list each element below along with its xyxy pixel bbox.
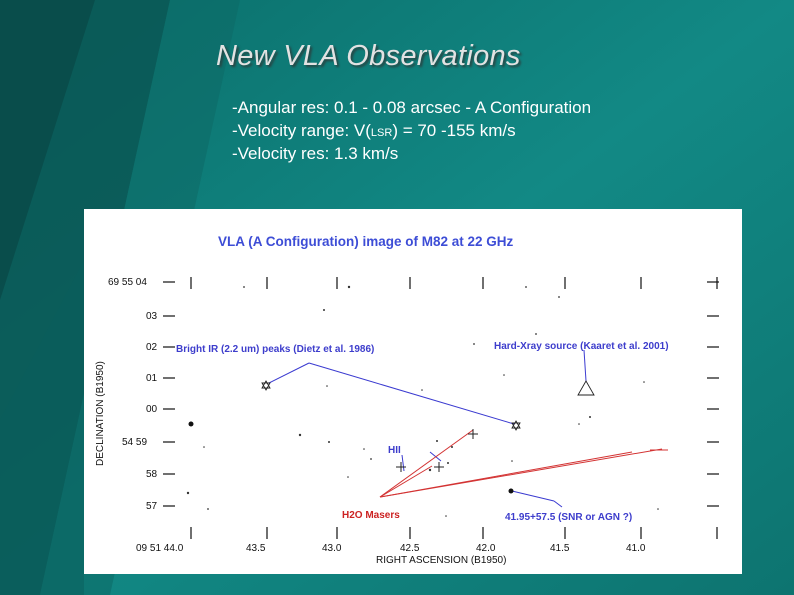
x-axis-label: RIGHT ASCENSION (B1950) — [376, 555, 506, 566]
y-tick-label: 01 — [146, 373, 158, 384]
x-tick-marks — [190, 277, 718, 539]
triangle-icon — [577, 380, 595, 396]
snr-agn-label: 41.95+57.5 (SNR or AGN ?) — [505, 512, 632, 523]
xray-pointer-line — [583, 349, 587, 382]
vla-map-figure: VLA (A Configuration) image of M82 at 22… — [84, 209, 742, 574]
y-tick-label: 54 59 — [122, 437, 147, 448]
x-tick-label: 41.0 — [626, 543, 646, 554]
snr-pointer-line — [511, 490, 563, 508]
x-tick-label: 42.0 — [476, 543, 496, 554]
bullet-velocity-resolution: -Velocity res: 1.3 km/s — [232, 144, 399, 163]
star-of-david-icon — [511, 420, 521, 431]
y-tick-label: 03 — [146, 311, 158, 322]
dot-icon — [188, 421, 194, 427]
y-tick-label: 58 — [146, 469, 158, 480]
noise-specks — [186, 285, 659, 517]
h2o-masers-label: H2O Masers — [342, 510, 400, 521]
x-tick-label: 41.5 — [550, 543, 570, 554]
figure-title: VLA (A Configuration) image of M82 at 22… — [218, 234, 514, 249]
x-tick-label: 42.5 — [400, 543, 420, 554]
dot-icon — [508, 488, 514, 494]
plus-icon — [396, 462, 406, 472]
star-of-david-icon — [261, 380, 271, 391]
hii-label: HII — [388, 445, 401, 456]
x-tick-label: 43.0 — [322, 543, 342, 554]
y-axis-label: DECLINATION (B1950) — [95, 361, 106, 466]
bullet-velocity-range: -Velocity range: V(LSR) = 70 -155 km/s — [232, 121, 516, 140]
plus-icon — [434, 462, 444, 472]
ir-pointer-lines — [268, 362, 515, 425]
y-tick-label: 69 55 04 — [108, 277, 147, 288]
y-tick-marks — [163, 281, 719, 507]
y-tick-label: 02 — [146, 342, 158, 353]
vla-map-canvas: VLA (A Configuration) image of M82 at 22… — [95, 234, 719, 566]
y-tick-label: 57 — [146, 501, 158, 512]
plus-icon — [468, 429, 478, 439]
x-tick-label: 09 51 44.0 — [136, 543, 184, 554]
hii-pointer-lines — [401, 451, 442, 472]
slide-title: New VLA Observations — [216, 40, 521, 72]
h2o-maser-lines — [379, 429, 668, 498]
bullet-angular-resolution: -Angular res: 0.1 - 0.08 arcsec - A Conf… — [232, 98, 592, 117]
bullet-list: -Angular res: 0.1 - 0.08 arcsec - A Conf… — [232, 96, 591, 165]
y-tick-label: 00 — [146, 404, 158, 415]
hard-xray-label: Hard-Xray source (Kaaret et al. 2001) — [494, 341, 669, 352]
x-tick-label: 43.5 — [246, 543, 266, 554]
ir-peaks-label: Bright IR (2.2 um) peaks (Dietz et al. 1… — [176, 344, 374, 355]
